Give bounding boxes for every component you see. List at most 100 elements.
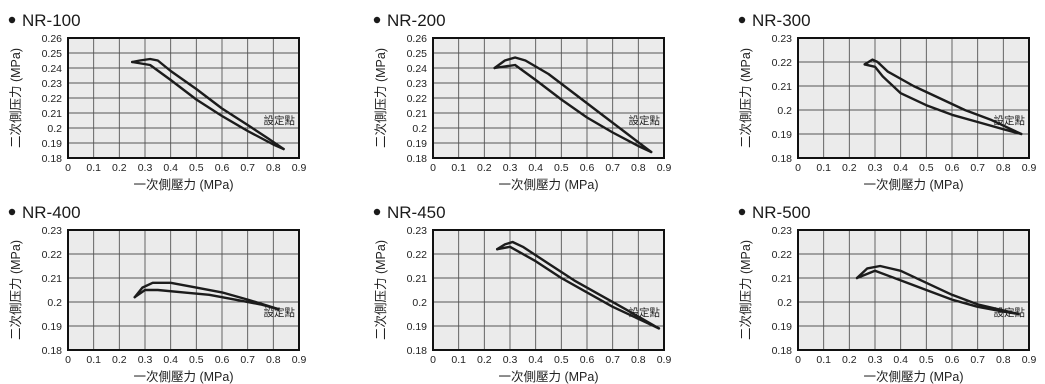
x-tick-label: 0.9 (292, 354, 307, 366)
x-tick-label: 0.7 (970, 354, 985, 366)
x-tick-label: 0.8 (631, 162, 646, 174)
series-line-2 (495, 245, 661, 330)
x-tick-label: 0.7 (605, 354, 620, 366)
title-bullet (738, 208, 746, 216)
x-tick-label: 0.6 (945, 354, 960, 366)
x-tick-label: 0.1 (816, 354, 831, 366)
x-tick-label: 0.5 (554, 354, 569, 366)
x-tick-label: 0.9 (292, 162, 307, 174)
x-tick-label: 0.1 (451, 354, 466, 366)
y-tick-label: 0.21 (407, 273, 428, 285)
x-tick-label: 0.6 (580, 354, 595, 366)
y-tick-label: 0.23 (772, 33, 793, 45)
chart-panel-nr-100: NR-100 0 0.1 0.2 0.3 0.4 0.5 0.6 0.7 0.8 0.9 0.18 0.… (0, 0, 348, 192)
y-tick-label: 0.2 (412, 123, 427, 135)
x-tick-label: 0.8 (631, 354, 646, 366)
y-axis-label: 二次側压力 (MPa) (9, 48, 23, 148)
x-tick-label: 0.8 (266, 162, 281, 174)
x-tick-label: 0.2 (477, 162, 492, 174)
chart-panel-nr-400: NR-400 0 0.1 0.2 0.3 0.4 0.5 0.6 0.7 0.8 0.9 0.18 0.… (0, 192, 348, 384)
x-tick-label: 0 (65, 162, 71, 174)
chart-panel-nr-450: NR-450 0 0.1 0.2 0.3 0.4 0.5 0.6 0.7 0.8 0.9 0.18 0.… (365, 192, 713, 384)
setpoint-annotation: 設定點 (264, 114, 296, 127)
chart-svg: NR-400 0 0.1 0.2 0.3 0.4 0.5 0.6 0.7 0.8 0.9 0.18 0.… (8, 203, 307, 384)
chart-panel-nr-500: NR-500 0 0.1 0.2 0.3 0.4 0.5 0.6 0.7 0.8 0.9 0.18 0.… (730, 192, 1045, 384)
x-tick-label: 0.5 (554, 162, 569, 174)
x-tick-label: 0.3 (138, 354, 153, 366)
x-tick-label: 0.8 (266, 354, 281, 366)
x-tick-label: 0.9 (657, 354, 672, 366)
y-tick-label: 0.19 (772, 129, 793, 141)
y-tick-label: 0.18 (772, 153, 793, 165)
y-tick-label: 0.21 (772, 81, 793, 93)
series-line-1 (493, 56, 653, 154)
x-tick-label: 0.2 (112, 162, 127, 174)
y-tick-label: 0.19 (42, 138, 63, 150)
title-bullet (373, 208, 381, 216)
y-tick-label: 0.23 (42, 78, 63, 90)
x-tick-label: 0.1 (86, 354, 101, 366)
chart-svg: NR-300 0 0.1 0.2 0.3 0.4 0.5 0.6 0.7 0.8 0.9 0.18 0.… (738, 11, 1037, 192)
series-line-1 (863, 58, 1023, 136)
x-tick-label: 0.7 (970, 162, 985, 174)
plot-frame (432, 37, 665, 159)
chart-svg: NR-450 0 0.1 0.2 0.3 0.4 0.5 0.6 0.7 0.8 0.9 0.18 0.… (373, 203, 672, 384)
y-axis-label: 二次側压力 (MPa) (739, 240, 753, 340)
y-tick-label: 0.24 (407, 63, 428, 75)
y-tick-label: 0.21 (407, 108, 428, 120)
y-tick-label: 0.22 (42, 249, 63, 261)
x-tick-label: 0.4 (893, 354, 908, 366)
y-tick-label: 0.23 (772, 225, 793, 237)
plot-frame (797, 229, 1030, 351)
plot-area (68, 230, 299, 350)
x-tick-label: 0 (795, 354, 801, 366)
setpoint-annotation: 設定點 (264, 306, 296, 319)
chart-svg: NR-500 0 0.1 0.2 0.3 0.4 0.5 0.6 0.7 0.8 0.9 0.18 0.… (738, 203, 1036, 384)
y-tick-label: 0.2 (777, 105, 792, 117)
x-tick-label: 0.5 (919, 162, 934, 174)
chart-title: NR-450 (387, 203, 446, 222)
x-tick-label: 0.6 (580, 162, 595, 174)
series-line-1 (133, 281, 280, 311)
y-tick-label: 0.22 (772, 249, 793, 261)
y-tick-label: 0.2 (47, 297, 62, 309)
chart-title: NR-500 (752, 203, 811, 222)
y-tick-label: 0.18 (42, 345, 63, 357)
x-tick-label: 0.4 (893, 162, 908, 174)
chart-title: NR-300 (752, 11, 811, 30)
x-axis-label: 一次側壓力 (MPa) (863, 178, 963, 192)
y-tick-label: 0.18 (772, 345, 793, 357)
plot-area (433, 230, 664, 350)
x-tick-label: 0.8 (996, 354, 1011, 366)
y-tick-label: 0.25 (407, 48, 428, 60)
series-line-1 (495, 240, 661, 330)
x-tick-label: 0 (65, 354, 71, 366)
title-bullet (738, 16, 746, 24)
x-tick-label: 0.1 (86, 162, 101, 174)
x-tick-label: 0.5 (919, 354, 934, 366)
y-tick-label: 0.18 (407, 345, 428, 357)
y-tick-label: 0.18 (42, 153, 63, 165)
x-tick-label: 0.2 (112, 354, 127, 366)
y-tick-label: 0.2 (412, 297, 427, 309)
x-tick-label: 0 (795, 162, 801, 174)
x-tick-label: 0.2 (477, 354, 492, 366)
x-tick-label: 0.1 (451, 162, 466, 174)
x-tick-label: 0.9 (657, 162, 672, 174)
plot-frame (67, 37, 300, 159)
y-tick-label: 0.23 (407, 225, 428, 237)
y-tick-label: 0.26 (407, 33, 428, 45)
x-tick-label: 0.9 (1022, 162, 1037, 174)
x-tick-label: 0.8 (996, 162, 1011, 174)
y-tick-label: 0.19 (772, 321, 793, 333)
x-axis-label: 一次側壓力 (MPa) (498, 178, 598, 192)
series-line-2 (133, 288, 280, 311)
y-tick-label: 0.22 (772, 57, 793, 69)
chart-panel-nr-200: NR-200 0 0.1 0.2 0.3 0.4 0.5 0.6 0.7 0.8 0.9 0.18 0.… (365, 0, 713, 192)
y-axis-label: 二次側压力 (MPa) (9, 240, 23, 340)
y-tick-label: 0.19 (407, 321, 428, 333)
y-tick-label: 0.21 (772, 273, 793, 285)
y-tick-label: 0.26 (42, 33, 63, 45)
series-line-1 (855, 264, 1020, 316)
